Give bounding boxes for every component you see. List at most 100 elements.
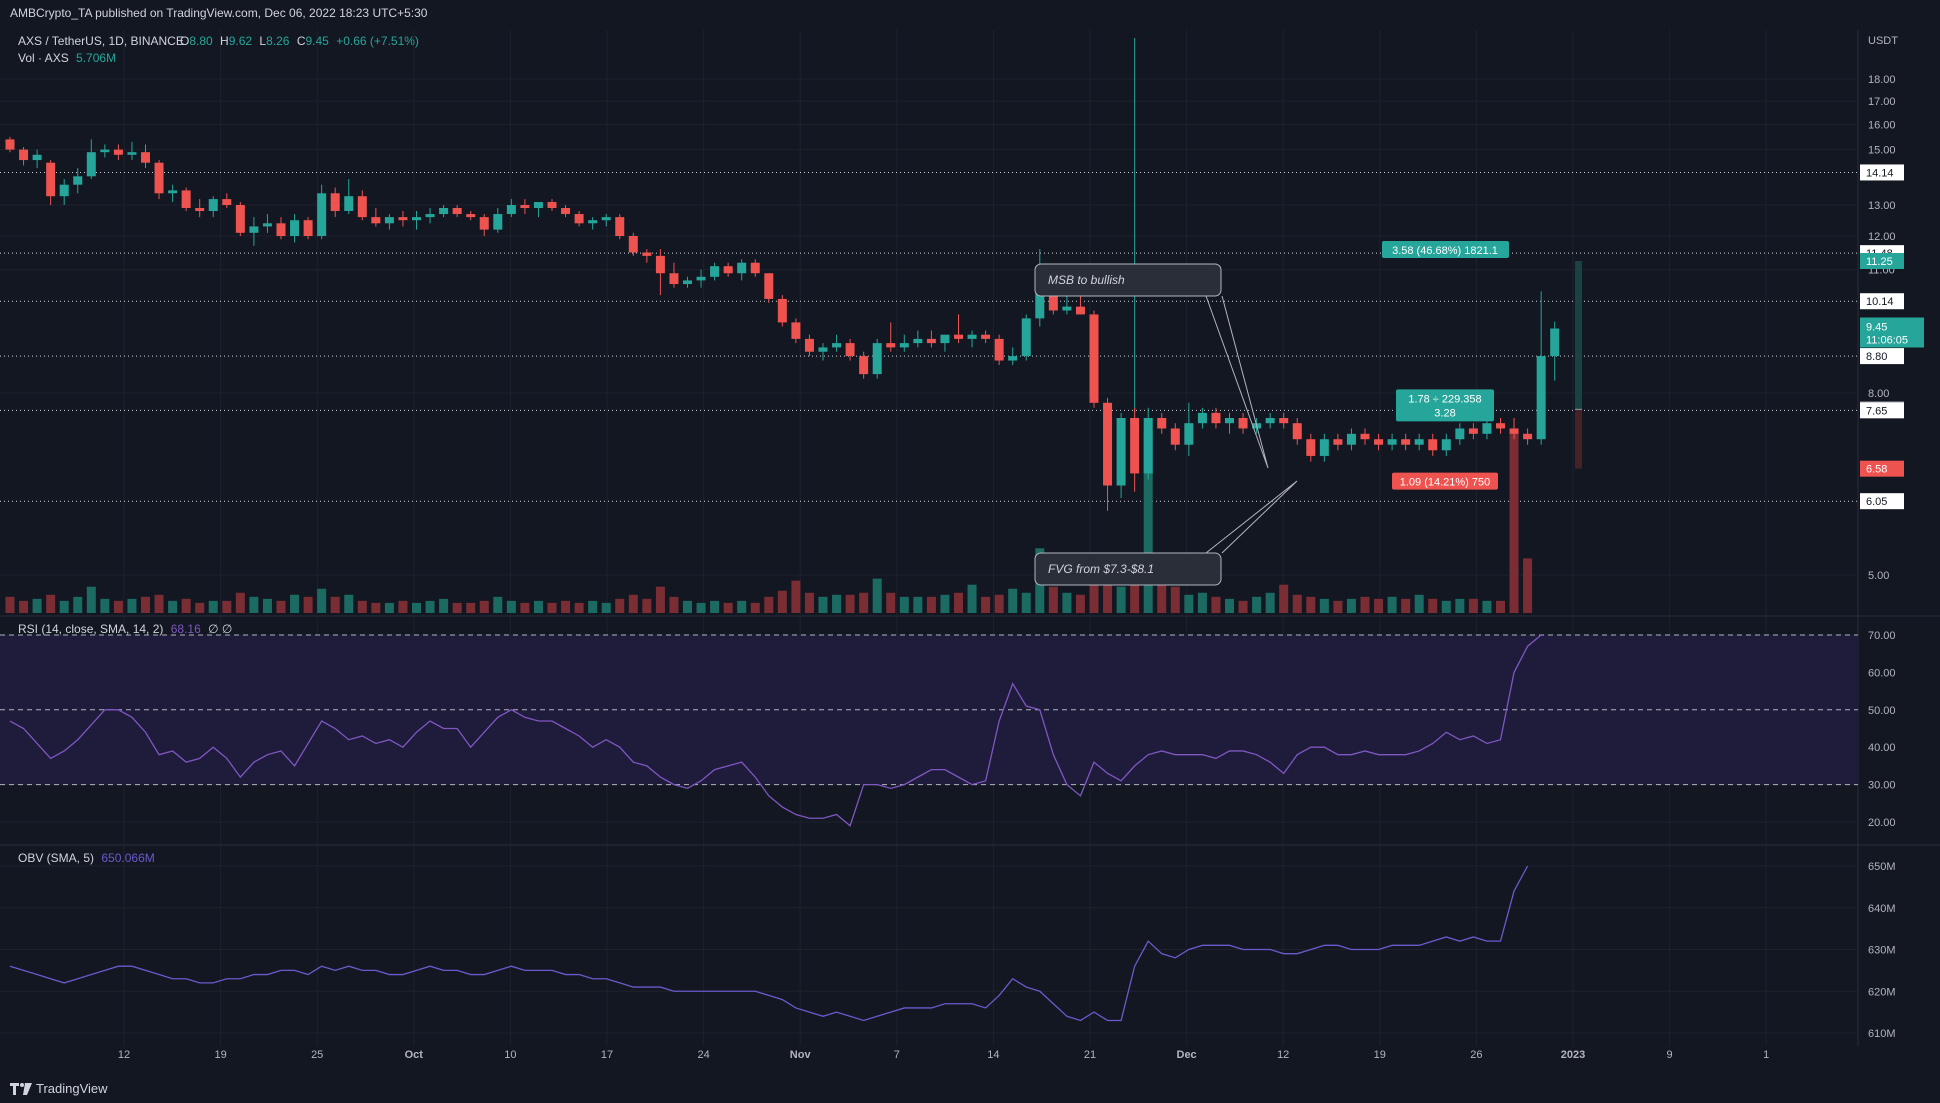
candle[interactable] [371, 207, 381, 227]
candle[interactable] [1360, 428, 1370, 445]
candle[interactable] [628, 232, 638, 256]
candle[interactable] [1184, 402, 1194, 456]
candle[interactable] [1441, 433, 1451, 456]
candle[interactable] [1346, 428, 1356, 451]
candle[interactable] [981, 330, 991, 344]
candle[interactable] [1103, 397, 1113, 511]
candle[interactable] [479, 214, 489, 237]
candle[interactable] [750, 259, 760, 277]
obv-pane[interactable] [9, 865, 1529, 1022]
candle[interactable] [642, 249, 652, 263]
candle[interactable] [208, 196, 218, 218]
candle[interactable] [926, 330, 936, 348]
candle[interactable] [384, 214, 394, 230]
candle[interactable] [1428, 433, 1438, 456]
candle[interactable] [1157, 412, 1167, 434]
candle[interactable] [818, 343, 828, 361]
candle[interactable] [235, 202, 245, 237]
candle[interactable] [1536, 291, 1546, 445]
candle[interactable] [1319, 433, 1329, 462]
candle[interactable] [899, 334, 909, 352]
candle[interactable] [574, 211, 584, 227]
candle[interactable] [1455, 423, 1465, 445]
annotations[interactable]: MSB to bullish FVG from $7.3-$8.1 [1034, 263, 1298, 586]
candle[interactable] [466, 211, 476, 221]
candle[interactable] [967, 330, 977, 348]
candle[interactable] [330, 187, 340, 218]
candle[interactable] [764, 273, 774, 303]
candle[interactable] [1211, 407, 1221, 429]
candle[interactable] [506, 199, 516, 218]
candle[interactable] [1197, 407, 1207, 429]
candle[interactable] [1279, 412, 1289, 429]
candle[interactable] [777, 295, 787, 327]
stop-label[interactable]: 1.09 (14.21%) 750 [1392, 472, 1498, 490]
candle[interactable] [683, 276, 692, 288]
candle[interactable] [1414, 433, 1424, 451]
candle[interactable] [533, 202, 543, 218]
candle[interactable] [398, 211, 408, 227]
candle[interactable] [520, 199, 530, 215]
candle[interactable] [73, 168, 83, 194]
candle[interactable] [46, 160, 56, 206]
candle[interactable] [59, 179, 69, 206]
candle[interactable] [249, 217, 259, 246]
candle[interactable] [1468, 423, 1478, 440]
candle[interactable] [141, 144, 150, 169]
candle[interactable] [954, 314, 963, 344]
candle[interactable] [859, 351, 869, 379]
candle[interactable] [100, 144, 110, 158]
candle[interactable] [1021, 314, 1031, 361]
candle[interactable] [804, 334, 814, 357]
candle[interactable] [290, 214, 300, 243]
candle[interactable] [940, 334, 950, 352]
candle[interactable] [588, 217, 598, 230]
candle[interactable] [344, 179, 354, 215]
candle[interactable] [276, 217, 286, 240]
candle[interactable] [32, 149, 42, 169]
candle[interactable] [1550, 321, 1560, 381]
candle[interactable] [1509, 417, 1519, 440]
candle[interactable] [710, 262, 720, 281]
candle[interactable] [1523, 428, 1533, 445]
risk-reward-label[interactable]: 1.78 ÷ 229.358 3.28 [1396, 389, 1494, 422]
candle[interactable] [1401, 433, 1411, 451]
candle[interactable] [913, 330, 923, 348]
candle[interactable] [1225, 412, 1234, 434]
rsi-pane[interactable] [0, 634, 1858, 827]
candle[interactable] [357, 190, 367, 221]
candle[interactable] [561, 205, 571, 218]
candle[interactable] [696, 269, 706, 288]
candle[interactable] [655, 249, 665, 296]
candle[interactable] [1130, 407, 1140, 492]
candle[interactable] [127, 141, 137, 161]
candle[interactable] [439, 205, 449, 218]
msb-annotation[interactable]: MSB to bullish [1034, 263, 1269, 469]
candle[interactable] [303, 217, 313, 240]
candle[interactable] [845, 338, 855, 361]
candle[interactable] [1143, 407, 1153, 480]
candle[interactable] [1238, 412, 1248, 434]
candle[interactable] [1170, 423, 1180, 451]
candle[interactable] [113, 144, 123, 161]
candle[interactable] [723, 262, 733, 277]
candle[interactable] [154, 160, 164, 200]
candle[interactable] [1116, 412, 1126, 499]
candle[interactable] [195, 199, 205, 218]
candle[interactable] [832, 334, 842, 352]
candle[interactable] [493, 207, 503, 233]
loss-zone[interactable] [1575, 409, 1582, 469]
candle[interactable] [1333, 433, 1343, 451]
candle[interactable] [262, 214, 272, 233]
candle[interactable] [601, 214, 611, 227]
candle[interactable] [452, 205, 462, 218]
candle[interactable] [5, 136, 15, 153]
candle[interactable] [1089, 310, 1099, 408]
candle[interactable] [669, 262, 679, 288]
candle[interactable] [872, 338, 882, 379]
candle[interactable] [19, 147, 29, 166]
candle[interactable] [1387, 433, 1397, 451]
candle[interactable] [737, 259, 747, 281]
candle[interactable] [181, 187, 191, 212]
candle[interactable] [547, 199, 557, 212]
